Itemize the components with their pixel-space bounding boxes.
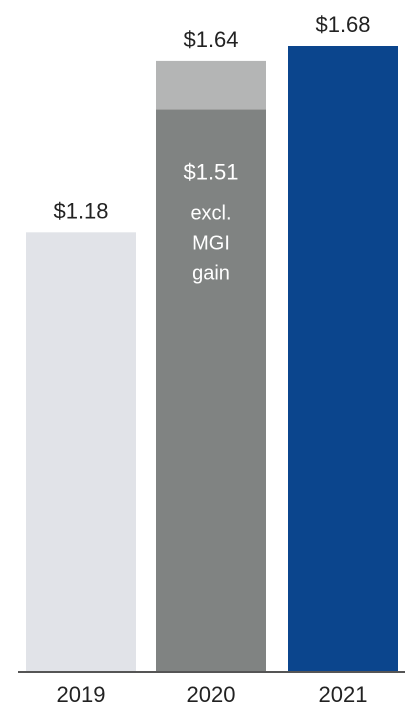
value-label-2021: $1.68 (315, 12, 370, 37)
annotation-line-gain: gain (192, 262, 230, 284)
annotation-line-mgi: MGI (192, 232, 230, 254)
bar-2020-mgi-gain (156, 60, 266, 110)
value-label-2019: $1.18 (53, 198, 108, 223)
bars-layer (26, 46, 398, 673)
x-tick-2020: 2020 (187, 682, 236, 707)
annotation-line-excl: excl. (190, 202, 231, 224)
bar-2021 (288, 46, 398, 672)
bar-2020 (156, 109, 266, 673)
bar-2019 (26, 232, 136, 673)
value-label-2020: $1.64 (183, 27, 238, 52)
x-tick-2019: 2019 (57, 682, 106, 707)
annotation-value-2020: $1.51 (183, 159, 238, 184)
x-tick-2021: 2021 (319, 682, 368, 707)
